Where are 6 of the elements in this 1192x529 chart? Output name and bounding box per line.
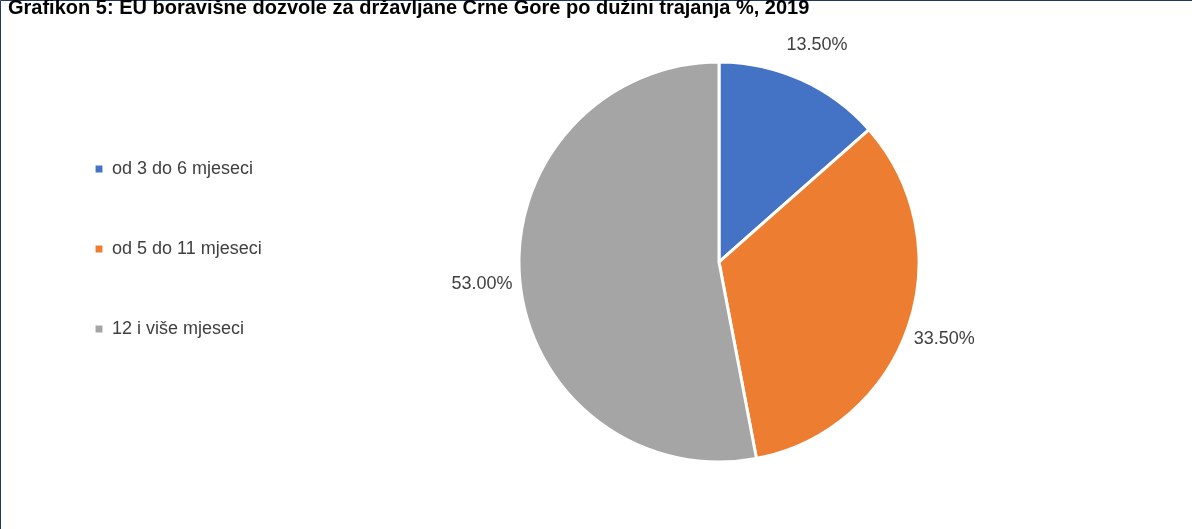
- data-label: 33.50%: [913, 328, 975, 349]
- data-label: 53.00%: [451, 273, 513, 294]
- legend-label: od 5 do 11 mjeseci: [112, 238, 262, 258]
- data-label: 13.50%: [786, 34, 848, 55]
- legend-label: 12 i više mjeseci: [112, 318, 245, 338]
- legend-label: od 3 do 6 mjeseci: [112, 158, 254, 178]
